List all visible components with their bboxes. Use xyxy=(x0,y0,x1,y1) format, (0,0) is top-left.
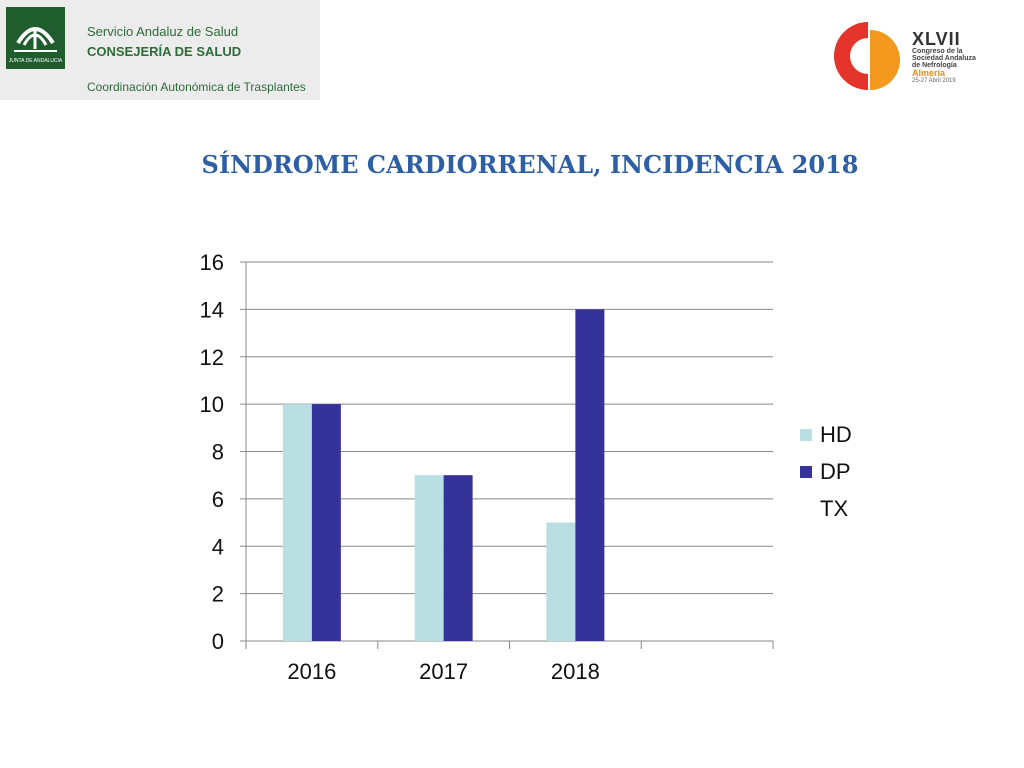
y-tick-label: 8 xyxy=(212,440,224,465)
org-name: Servicio Andaluz de Salud xyxy=(87,24,239,39)
bar-dp-2018 xyxy=(575,309,605,641)
org-department: CONSEJERÍA DE SALUD xyxy=(87,44,242,59)
x-tick-label: 2016 xyxy=(287,659,336,684)
x-tick-label: 2018 xyxy=(551,659,600,684)
congress-dates: 25-27 Abril 2019 xyxy=(912,78,956,84)
chart-legend: HD DP TX xyxy=(800,416,852,527)
legend-label: TX xyxy=(820,495,849,521)
bar-hd-2018 xyxy=(546,522,576,641)
y-tick-label: 0 xyxy=(212,629,224,654)
bar-hd-2016 xyxy=(282,404,312,641)
congress-logo-icon xyxy=(824,18,914,94)
y-tick-label: 12 xyxy=(200,345,224,370)
y-tick-label: 2 xyxy=(212,582,224,607)
congress-line-2: Sociedad Andaluza xyxy=(912,55,976,62)
y-tick-label: 6 xyxy=(212,487,224,512)
legend-item-dp: DP xyxy=(800,453,852,490)
legend-label: DP xyxy=(820,458,851,484)
svg-text:JUNTA DE ANDALUCIA: JUNTA DE ANDALUCIA xyxy=(9,58,63,64)
legend-swatch xyxy=(800,465,812,478)
congress-line-1: Congreso de la xyxy=(912,48,963,55)
slide-title: SÍNDROME CARDIORRENAL, INCIDENCIA 2018 xyxy=(201,150,859,179)
x-tick-label: 2017 xyxy=(419,659,468,684)
y-tick-label: 10 xyxy=(200,392,224,417)
y-tick-label: 16 xyxy=(200,250,224,275)
bar-dp-2016 xyxy=(311,404,341,641)
y-tick-label: 4 xyxy=(212,534,224,559)
legend-item-hd: HD xyxy=(800,416,852,453)
org-unit: Coordinación Autonómica de Trasplantes xyxy=(87,80,306,94)
y-tick-label: 14 xyxy=(200,297,224,322)
header-logo-panel: JUNTA DE ANDALUCIA Servicio Andaluz de S… xyxy=(0,0,320,100)
congress-numeral: XLVII xyxy=(912,29,961,49)
junta-andalucia-logo: JUNTA DE ANDALUCIA xyxy=(6,7,65,69)
congress-line-3: de Nefrología xyxy=(912,62,957,69)
legend-swatch xyxy=(800,502,812,515)
legend-swatch xyxy=(800,428,812,441)
congress-city: Almería xyxy=(912,68,946,78)
bar-dp-2017 xyxy=(443,475,473,641)
bar-hd-2017 xyxy=(414,475,444,641)
congress-title: XLVII Congreso de la Sociedad Andaluza d… xyxy=(912,30,976,84)
legend-item-tx: TX xyxy=(800,490,852,527)
legend-label: HD xyxy=(820,421,852,447)
